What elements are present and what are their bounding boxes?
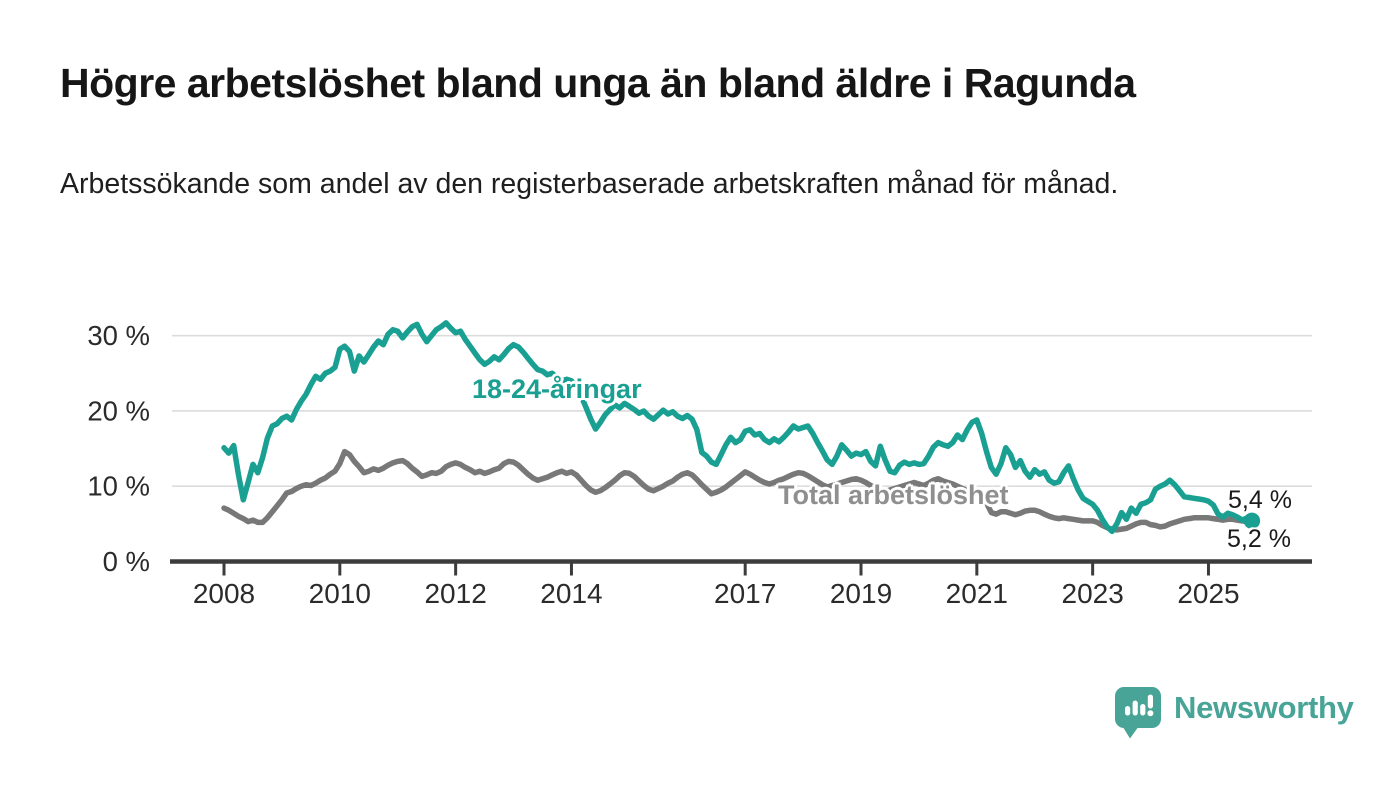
series-line-youth — [221, 320, 1255, 535]
x-axis-label: 2021 — [946, 578, 1008, 609]
series-line-total — [221, 448, 1255, 533]
series-end-dot — [1243, 512, 1261, 530]
newsworthy-logo-icon — [1115, 687, 1161, 739]
x-axis-label: 2019 — [830, 578, 892, 609]
chart-subtitle: Arbetssökande som andel av den registerb… — [60, 168, 1119, 200]
y-axis-label: 10 % — [87, 471, 150, 502]
y-axis-label: 0 % — [103, 546, 150, 577]
x-axis-label: 2017 — [714, 578, 776, 609]
x-axis-label: 2012 — [424, 578, 486, 609]
series-label-total: Total arbetslöshet — [778, 480, 1009, 510]
y-axis-label: 20 % — [87, 395, 150, 426]
end-value-label-youth: 5,4 % — [1228, 486, 1292, 514]
y-axis-label: 30 % — [87, 320, 150, 351]
x-axis-label: 2025 — [1177, 578, 1239, 609]
newsworthy-logo-text: Newsworthy — [1174, 690, 1354, 725]
newsworthy-logo[interactable]: Newsworthy — [1114, 686, 1354, 742]
x-axis-label: 2014 — [540, 578, 602, 609]
x-axis-label: 2008 — [193, 578, 255, 609]
end-value-label-total: 5,2 % — [1227, 525, 1291, 553]
page-title: Högre arbetslöshet bland unga än bland ä… — [60, 60, 1136, 106]
series-label-youth: 18-24-åringar — [472, 374, 642, 404]
x-axis-label: 2010 — [309, 578, 371, 609]
x-axis-label: 2023 — [1062, 578, 1124, 609]
